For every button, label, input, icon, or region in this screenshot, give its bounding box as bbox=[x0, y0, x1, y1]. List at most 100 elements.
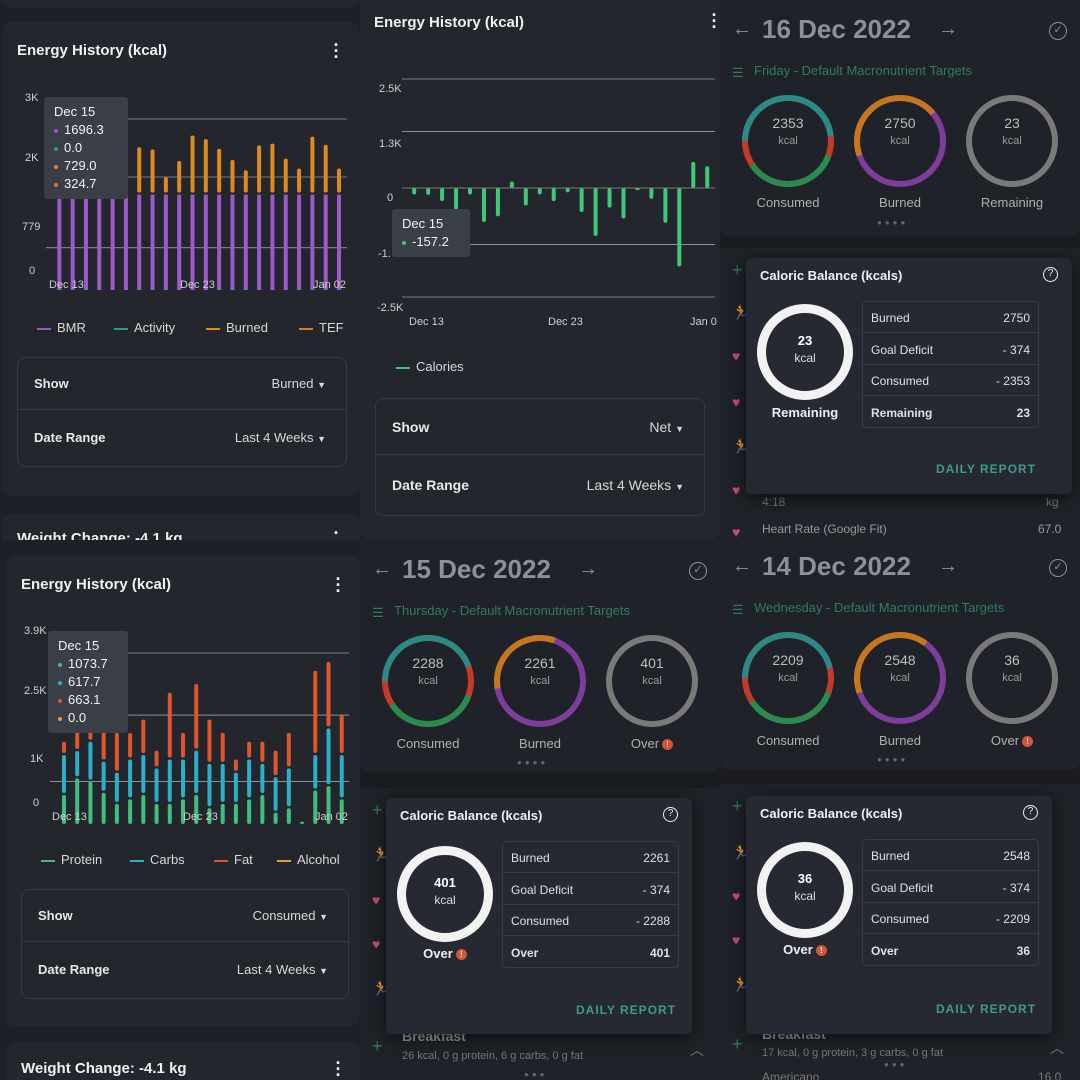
next-day-arrow-icon[interactable]: → bbox=[938, 18, 958, 40]
daily-report-button[interactable]: DAILY REPORT bbox=[936, 1002, 1037, 1016]
carbs-bar bbox=[273, 777, 278, 811]
prev-day-arrow-icon[interactable]: ← bbox=[732, 18, 752, 40]
show-dropdown[interactable]: Burned ▼ bbox=[272, 376, 326, 391]
summary-rings[interactable] bbox=[720, 85, 1080, 195]
date-range-row[interactable]: Date Range Last 4 Weeks ▼ bbox=[18, 412, 346, 464]
balance-row: Goal Deficit - 374 bbox=[863, 872, 1038, 903]
card-title: Energy History (kcal) bbox=[21, 576, 172, 593]
more-menu-icon[interactable]: · · · bbox=[711, 5, 718, 37]
row-value: - 2288 bbox=[635, 914, 670, 928]
help-icon[interactable]: ? bbox=[663, 807, 678, 822]
show-row[interactable]: Show Net ▼ bbox=[376, 399, 704, 455]
legend-tef[interactable]: TEF bbox=[299, 320, 344, 335]
row-label: Remaining bbox=[871, 406, 933, 420]
protein-bar bbox=[207, 808, 212, 824]
legend-alcohol[interactable]: Alcohol bbox=[277, 852, 340, 867]
date-range-dropdown[interactable]: Last 4 Weeks ▼ bbox=[587, 477, 684, 493]
legend-burned[interactable]: Burned bbox=[206, 320, 268, 335]
burned-ring[interactable]: 2261 kcal bbox=[496, 655, 584, 715]
legend-protein[interactable]: Protein bbox=[41, 852, 102, 867]
balance-unit: kcal bbox=[434, 893, 456, 907]
show-dropdown[interactable]: Consumed ▼ bbox=[253, 908, 328, 923]
tooltip-value: 324.7 bbox=[64, 176, 97, 191]
bmr-bar bbox=[297, 194, 302, 290]
legend-fat[interactable]: Fat bbox=[214, 852, 253, 867]
options-box: Show Net ▼ Date Range Last 4 Weeks ▼ bbox=[375, 398, 705, 516]
y-tick: 3K bbox=[25, 92, 39, 104]
show-row[interactable]: Show Consumed ▼ bbox=[22, 890, 348, 942]
row-value: 401 bbox=[649, 946, 670, 960]
balance-row: Burned 2750 bbox=[863, 302, 1038, 333]
date-range-row[interactable]: Date Range Last 4 Weeks ▼ bbox=[376, 457, 704, 513]
legend-activity[interactable]: Activity bbox=[114, 320, 175, 335]
net-chart[interactable] bbox=[360, 70, 720, 330]
legend-label: TEF bbox=[319, 320, 344, 335]
fat-bar bbox=[167, 692, 172, 758]
caloric-balance-dialog: Caloric Balance (kcals) ? 23 kcal Remain… bbox=[746, 258, 1072, 494]
burned-bar bbox=[137, 147, 142, 193]
ring-value: 2548 bbox=[884, 652, 916, 668]
row-label: Goal Deficit bbox=[871, 881, 934, 895]
carbs-bar bbox=[260, 763, 265, 793]
tooltip-date: Dec 15 bbox=[54, 104, 96, 119]
daily-report-button[interactable]: DAILY REPORT bbox=[576, 1003, 677, 1017]
burned-bar bbox=[310, 136, 315, 193]
ring-value: 2750 bbox=[884, 115, 916, 131]
fat-bar bbox=[313, 670, 318, 754]
heart-icon: ♥ bbox=[732, 348, 741, 364]
help-icon[interactable]: ? bbox=[1023, 805, 1038, 820]
next-day-arrow-icon[interactable]: → bbox=[938, 555, 958, 577]
more-menu-icon[interactable]: · bbox=[333, 523, 340, 540]
remaining-ring[interactable]: 23 kcal bbox=[968, 115, 1056, 175]
y-tick: 2.5K bbox=[24, 685, 47, 697]
ring-unit: kcal bbox=[1002, 672, 1022, 684]
date-range-dropdown[interactable]: Last 4 Weeks ▼ bbox=[237, 962, 328, 977]
show-row[interactable]: Show Burned ▼ bbox=[18, 358, 346, 410]
check-circle-icon[interactable]: ✓ bbox=[1049, 559, 1067, 577]
panel-day-16-dec: ← 16 Dec 2022 → ✓ ☰ Friday - Default Mac… bbox=[720, 0, 1080, 540]
fat-bar bbox=[141, 719, 146, 754]
balance-row: Remaining 23 bbox=[863, 397, 1038, 428]
protein-bar bbox=[154, 803, 159, 824]
legend-label: Fat bbox=[234, 852, 253, 867]
check-circle-icon[interactable]: ✓ bbox=[1049, 22, 1067, 40]
day-subtitle: Thursday - Default Macronutrient Targets bbox=[394, 603, 631, 618]
ring-label: Consumed bbox=[396, 736, 460, 751]
calories-bar bbox=[481, 188, 486, 223]
dropdown-arrow-icon: ▼ bbox=[319, 966, 328, 976]
over-ring[interactable]: 401 kcal bbox=[608, 655, 696, 715]
legend-carbs[interactable]: Carbs bbox=[130, 852, 185, 867]
ring-value: 2288 bbox=[412, 655, 444, 671]
next-day-arrow-icon[interactable]: → bbox=[578, 558, 598, 580]
prev-day-arrow-icon[interactable]: ← bbox=[372, 558, 392, 580]
more-menu-icon[interactable]: · · · bbox=[335, 1053, 342, 1080]
fat-bar bbox=[181, 732, 186, 758]
bmr-bar bbox=[257, 194, 262, 290]
heart-icon: ♥ bbox=[372, 892, 381, 908]
burned-ring[interactable]: 2548 kcal bbox=[856, 652, 944, 712]
legend-bmr[interactable]: BMR bbox=[37, 320, 86, 335]
activity-icon: 🏃 bbox=[732, 976, 750, 992]
dropdown-arrow-icon: ▼ bbox=[675, 424, 684, 434]
bmr-bar bbox=[97, 194, 102, 290]
date-range-dropdown[interactable]: Last 4 Weeks ▼ bbox=[235, 430, 326, 445]
more-menu-icon[interactable]: · · · bbox=[333, 35, 340, 67]
protein-bar bbox=[339, 799, 344, 824]
check-circle-icon[interactable]: ✓ bbox=[689, 562, 707, 580]
summary-rings[interactable] bbox=[360, 625, 720, 735]
daily-report-button[interactable]: DAILY REPORT bbox=[936, 462, 1037, 476]
energy-history-card: Energy History (kcal) · · · 3K 2K 779 0 De… bbox=[2, 22, 360, 496]
consumed-ring[interactable]: 2353 kcal bbox=[744, 115, 832, 175]
more-menu-icon[interactable]: · · · bbox=[335, 569, 342, 601]
burned-ring[interactable]: 2750 kcal bbox=[856, 115, 944, 175]
date-range-row[interactable]: Date Range Last 4 Weeks ▼ bbox=[22, 944, 348, 996]
consumed-ring[interactable]: 2209 kcal bbox=[744, 652, 832, 712]
consumed-ring[interactable]: 2288 kcal bbox=[384, 655, 472, 715]
summary-rings[interactable] bbox=[720, 622, 1080, 732]
over-ring[interactable]: 36 kcal bbox=[968, 652, 1056, 712]
legend-label: Calories bbox=[416, 359, 464, 374]
legend-calories[interactable]: Calories bbox=[396, 359, 464, 374]
prev-day-arrow-icon[interactable]: ← bbox=[732, 555, 752, 577]
show-dropdown[interactable]: Net ▼ bbox=[649, 419, 684, 435]
help-icon[interactable]: ? bbox=[1043, 267, 1058, 282]
